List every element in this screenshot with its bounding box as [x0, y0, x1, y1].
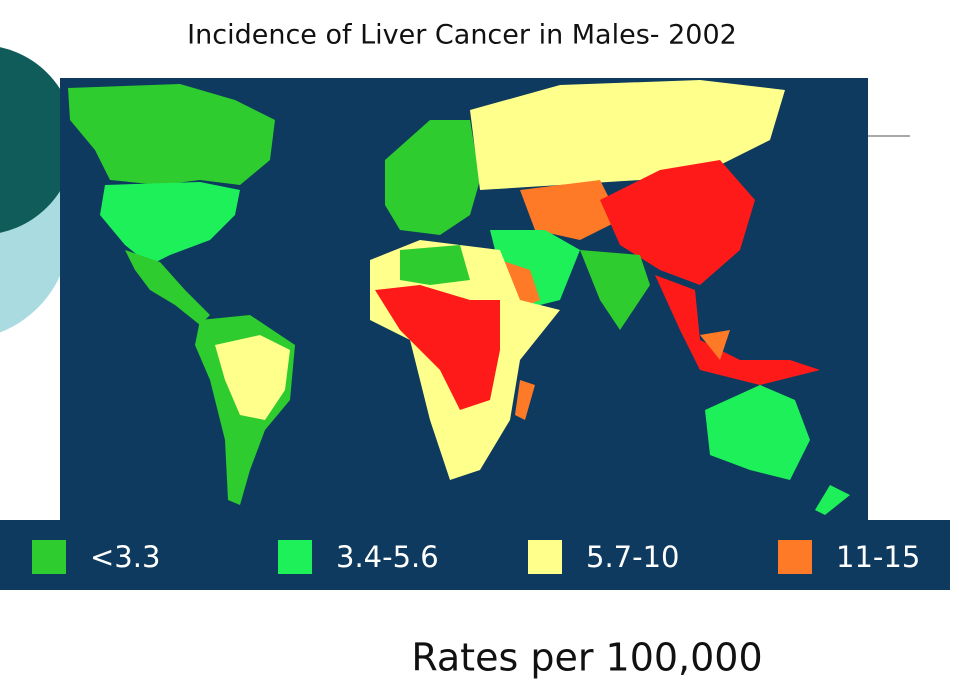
north-africa [400, 245, 470, 285]
map [60, 78, 868, 520]
arabia [500, 260, 540, 310]
australia [705, 385, 810, 480]
legend-label: 11-15 [836, 540, 920, 574]
legend-swatch [32, 540, 66, 574]
legend-swatch [278, 540, 312, 574]
india [580, 250, 650, 330]
madagascar [515, 380, 535, 420]
legend-label: <3.3 [90, 540, 160, 574]
philippines [700, 330, 730, 360]
decor-circle [0, 47, 75, 233]
se-asia [655, 275, 820, 385]
central-africa [375, 285, 500, 410]
brazil [215, 335, 290, 420]
legend-swatch [778, 540, 812, 574]
legend: <3.3 3.4-5.6 5.7-10 11-15 [32, 540, 920, 574]
canada [68, 84, 275, 185]
footer: Rates per 100,000 [411, 636, 762, 680]
usa [100, 182, 240, 265]
legend-label: 5.7-10 [586, 540, 680, 574]
china [600, 160, 755, 285]
central-asia [520, 180, 620, 240]
title: Incidence of Liver Cancer in Males- 2002 [187, 20, 737, 51]
europe [385, 120, 480, 235]
legend-label: 3.4-5.6 [336, 540, 439, 574]
new-zealand [815, 485, 850, 515]
legend-swatch [528, 540, 562, 574]
central-america [125, 250, 210, 325]
